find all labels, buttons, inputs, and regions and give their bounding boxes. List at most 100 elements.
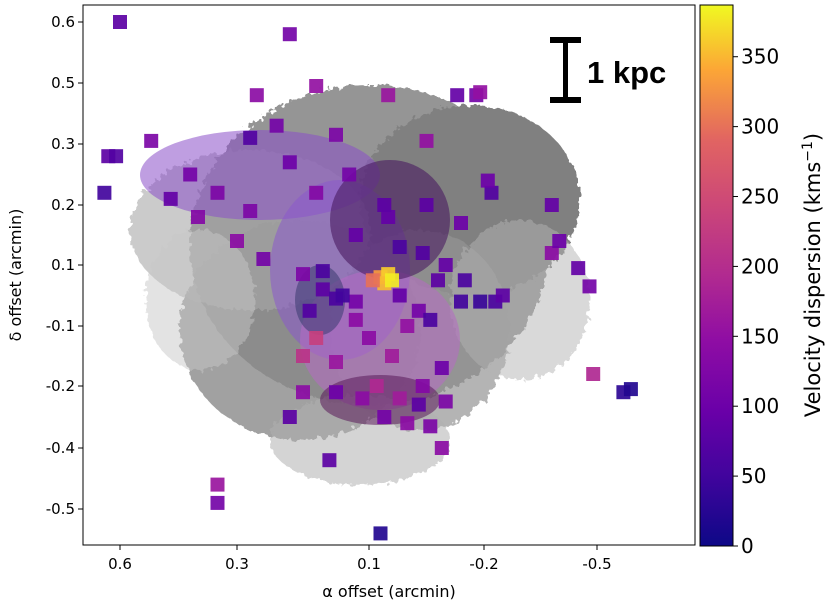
data-pixel (544, 246, 559, 260)
data-pixel (411, 397, 426, 412)
y-tick-label: -0.4 (46, 439, 75, 457)
data-pixel (282, 410, 297, 424)
data-pixel (438, 258, 453, 272)
data-pixel (315, 282, 330, 297)
data-pixel (296, 385, 310, 400)
colorbar-tick-label: 0 (741, 534, 754, 558)
colorbar: 0 50 100 150 200 250 300 350 Velocity dispersio… (699, 4, 825, 558)
data-pixel (400, 416, 415, 431)
colorbar-tick-label: 150 (741, 324, 779, 348)
x-tick-label: 0.3 (225, 555, 249, 573)
data-pixel (434, 361, 449, 375)
data-pixel (342, 167, 357, 182)
data-pixel (381, 210, 396, 224)
data-pixel (454, 216, 468, 230)
data-pixel (423, 312, 438, 327)
data-pixel (473, 294, 488, 309)
data-pixel (392, 240, 407, 254)
data-pixel (484, 185, 499, 200)
x-tick-label: 0.6 (108, 555, 132, 573)
data-pixel (411, 303, 426, 318)
colorbar-title-close: ) (801, 133, 825, 141)
data-pixel (552, 234, 567, 248)
data-pixel (365, 273, 380, 288)
data-pixel (183, 167, 198, 182)
data-pixel (457, 273, 472, 288)
data-pixel (571, 261, 586, 276)
data-pixel (210, 495, 225, 510)
data-pixel (480, 173, 495, 188)
colorbar-tick-label: 350 (741, 45, 779, 69)
data-pixels (97, 15, 638, 541)
y-axis-title: δ offset (arcmin) (6, 209, 25, 342)
data-pixel (210, 477, 225, 492)
data-pixel (450, 88, 465, 103)
data-pixel (423, 419, 438, 434)
data-pixel (144, 133, 159, 148)
data-pixel (544, 198, 559, 212)
data-pixel (309, 331, 324, 345)
colorbar-gradient (699, 4, 734, 547)
data-pixel (282, 27, 297, 42)
data-pixel (329, 385, 343, 400)
data-pixel (431, 273, 445, 288)
data-pixel (392, 391, 407, 406)
data-pixel (210, 185, 225, 200)
scale-bar: 1 kpc (550, 37, 666, 103)
colorbar-tick-label: 250 (741, 185, 779, 209)
data-pixel (419, 133, 434, 148)
y-axis-ticks: 0.6 0.5 0.3 0.2 0.1 -0.1 -0.2 -0.4 -0.5 (46, 13, 83, 518)
data-pixel (322, 453, 337, 468)
data-pixel (419, 198, 434, 212)
data-pixel (473, 85, 488, 100)
data-pixel (329, 127, 343, 142)
data-pixel (296, 349, 310, 363)
data-pixel (348, 294, 363, 309)
data-pixel (495, 288, 510, 303)
data-pixel (113, 15, 127, 29)
x-tick-label: -0.2 (469, 555, 498, 573)
colorbar-title-sup: −1 (800, 141, 816, 162)
y-tick-label: 0.1 (51, 256, 75, 274)
data-pixel (400, 319, 415, 333)
data-pixel (355, 391, 370, 406)
data-pixel (623, 382, 638, 397)
y-tick-label: 0.6 (51, 13, 75, 31)
data-pixel (362, 331, 376, 345)
data-pixel (392, 288, 407, 303)
x-tick-label: -0.5 (582, 555, 611, 573)
x-axis-title: α offset (arcmin) (322, 582, 455, 601)
data-pixel (315, 264, 330, 279)
x-tick-label: 0.1 (357, 555, 381, 573)
colorbar-ticks: 0 50 100 150 200 250 300 350 (733, 45, 779, 558)
data-pixel (230, 234, 244, 248)
data-pixel (329, 355, 343, 369)
x-axis-ticks: 0.6 0.3 0.1 -0.2 -0.5 (108, 545, 612, 573)
data-pixel (97, 185, 112, 200)
data-pixel (269, 118, 284, 133)
data-pixel (369, 379, 384, 393)
data-pixel (454, 294, 468, 309)
y-tick-label: 0.3 (51, 135, 75, 153)
data-pixel (434, 441, 449, 455)
colorbar-tick-label: 300 (741, 115, 779, 139)
data-pixel (377, 198, 392, 212)
y-tick-label: 0.5 (51, 74, 75, 92)
data-pixel (335, 288, 350, 303)
data-pixel (348, 228, 363, 242)
data-pixel (385, 273, 399, 288)
data-pixel (309, 79, 324, 93)
data-pixel (296, 267, 310, 282)
data-pixel (309, 185, 324, 200)
scale-bar-label: 1 kpc (587, 55, 666, 90)
data-pixel (348, 312, 363, 327)
data-pixel (243, 130, 258, 145)
data-pixel (256, 252, 271, 266)
data-pixel (381, 88, 396, 103)
colorbar-tick-label: 200 (741, 254, 779, 278)
data-pixel (109, 149, 124, 164)
data-pixel (302, 303, 317, 318)
y-tick-label: -0.5 (46, 500, 75, 518)
data-pixel (415, 246, 430, 260)
